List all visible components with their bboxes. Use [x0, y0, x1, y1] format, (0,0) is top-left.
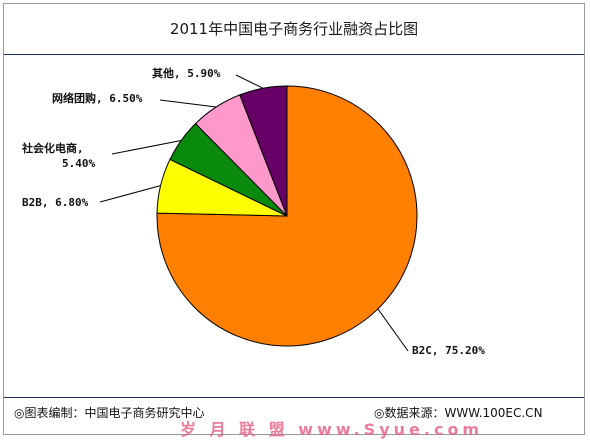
- leader-line-2: [111, 139, 182, 155]
- footer-source-compiler: ◎图表编制：中国电子商务研究中心: [14, 406, 205, 420]
- pie-slice-0: [156, 85, 418, 347]
- title-divider: [4, 54, 584, 55]
- watermark: 岁 月 联 盟 www.Syue.com: [180, 420, 484, 439]
- leader-line-4: [235, 74, 264, 89]
- leader-line-1: [99, 185, 161, 203]
- slice-label-2: 社会化电商, 5.40%: [21, 141, 95, 170]
- slice-label-4: 其他, 5.90%: [152, 66, 221, 80]
- chart-frame: 2011年中国电子商务行业融资占比图 B2C, 75.20% B2B, 6.80%…: [3, 3, 585, 435]
- leader-line-3: [159, 99, 217, 108]
- footer-divider: [4, 397, 584, 398]
- slice-label-1: B2B, 6.80%: [22, 196, 89, 209]
- slice-label-3: 网络团购, 6.50%: [52, 91, 143, 105]
- leader-line-0: [377, 308, 409, 352]
- footer-data-source: ◎数据来源：WWW.100EC.CN: [374, 406, 543, 420]
- chart-title: 2011年中国电子商务行业融资占比图: [169, 20, 419, 38]
- pie-chart: B2C, 75.20% B2B, 6.80% 社会化电商, 5.40% 网络团购, 6.…: [21, 66, 485, 357]
- slice-label-0: B2C, 75.20%: [412, 344, 485, 357]
